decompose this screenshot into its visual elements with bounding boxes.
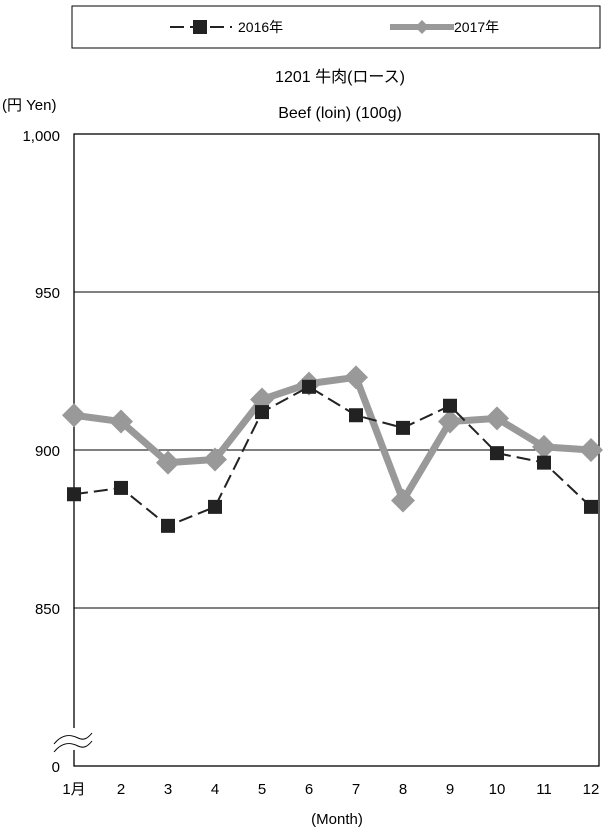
point-2017 [532, 434, 556, 459]
x-tick-label: 3 [164, 781, 172, 798]
x-tick-labels: 1月 2 3 4 5 6 7 8 9 10 11 12 [62, 781, 599, 798]
point-2016 [396, 420, 410, 435]
legend-item-2016: 2016年 [170, 19, 283, 35]
x-tick-label: 12 [583, 781, 600, 798]
legend-item-2017: 2017年 [390, 19, 499, 35]
point-2016 [114, 480, 128, 495]
x-tick-label: 5 [258, 781, 266, 798]
axis-break-icon [53, 728, 93, 753]
legend: 2016年 2017年 [71, 5, 601, 49]
x-tick-label: 1月 [62, 781, 85, 798]
x-tick-label: 11 [536, 781, 552, 798]
series-line-2016 [73, 385, 592, 527]
point-2016 [349, 408, 363, 423]
legend-label-2016: 2016年 [238, 19, 283, 35]
chart-subtitle: Beef (loin) (100g) [278, 105, 402, 122]
x-axis-label: (Month) [311, 811, 363, 828]
y-axis-label: (円 Yen) [2, 97, 56, 114]
legend-frame [71, 5, 601, 49]
legend-label-2017: 2017年 [454, 19, 499, 35]
legend-marker-2016 [193, 20, 207, 34]
point-2017 [62, 403, 86, 428]
y-tick-label-1000: 1,000 [22, 128, 60, 145]
point-2016 [67, 487, 81, 502]
x-tick-label: 10 [489, 781, 506, 798]
x-tick-label: 2 [117, 781, 125, 798]
point-2017 [344, 365, 368, 390]
x-tick-label: 8 [399, 781, 407, 798]
point-2016 [584, 499, 598, 514]
chart-title: 1201 牛肉(ロース) [275, 68, 405, 86]
point-2016 [490, 446, 504, 461]
point-2016 [255, 405, 269, 420]
x-tick-label: 6 [305, 781, 313, 798]
gridlines [74, 291, 599, 609]
y-tick-label-850: 850 [35, 601, 60, 618]
point-2017 [109, 409, 133, 434]
x-tick-label: 4 [211, 781, 219, 798]
series-layer [62, 365, 603, 533]
point-2016 [537, 455, 551, 470]
point-2016 [161, 518, 175, 533]
point-2016 [443, 398, 457, 413]
y-tick-label-950: 950 [35, 285, 60, 302]
series-line-2017 [73, 373, 592, 505]
point-2017 [391, 488, 415, 513]
x-tick-label: 9 [446, 781, 454, 798]
point-2017 [579, 438, 603, 462]
point-2017 [156, 450, 180, 475]
point-2016 [302, 379, 316, 394]
point-2017 [203, 447, 227, 472]
point-2016 [208, 499, 222, 514]
point-2017 [438, 409, 462, 434]
point-2017 [485, 406, 509, 431]
y-tick-label-900: 900 [35, 443, 60, 460]
y-tick-label-0: 0 [52, 759, 60, 776]
legend-marker-2017 [415, 20, 429, 34]
x-tick-label: 7 [352, 781, 360, 798]
